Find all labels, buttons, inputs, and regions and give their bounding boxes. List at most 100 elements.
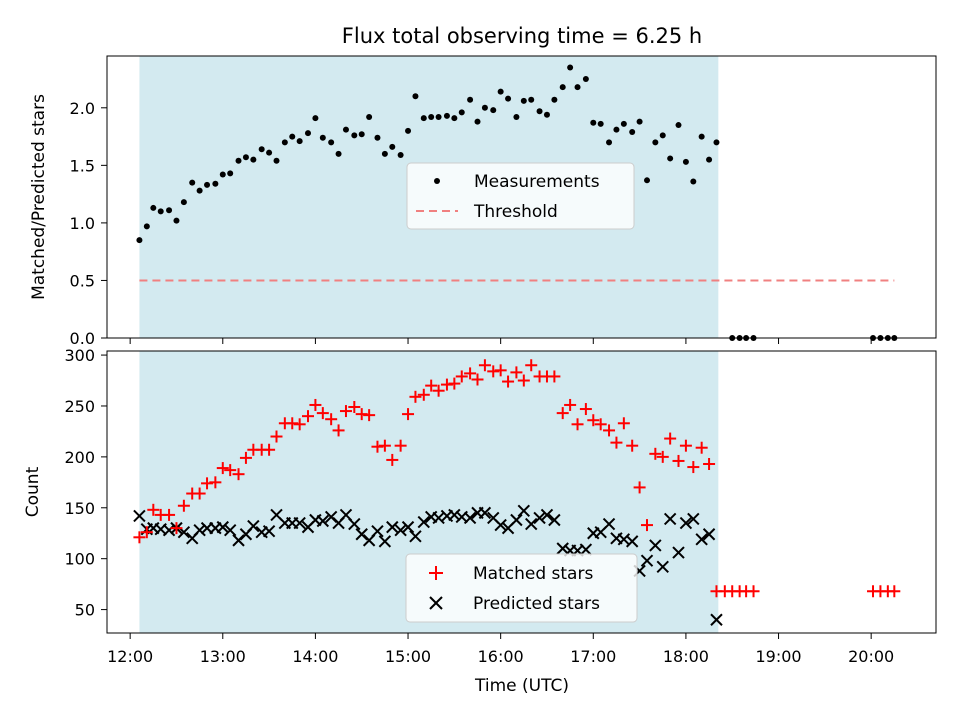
y-tick-label: 0.5 — [70, 271, 95, 290]
predicted-star-point — [247, 519, 260, 533]
measurement-point — [328, 139, 335, 146]
matched-star-point — [556, 407, 569, 420]
measurement-point — [513, 114, 520, 121]
matched-star-point — [270, 430, 283, 443]
predicted-star-point — [517, 504, 531, 518]
legend-predicted-label: Predicted stars — [473, 594, 600, 614]
matched-star-point — [232, 468, 245, 481]
measurement-point — [644, 177, 651, 184]
y-tick-label: 300 — [64, 346, 95, 365]
chart-title: Flux total observing time = 6.25 h — [342, 24, 702, 48]
matched-star-point — [672, 454, 685, 467]
measurement-point — [682, 158, 689, 165]
x-tick-label: 13:00 — [200, 647, 246, 666]
predicted-star-point — [386, 520, 399, 534]
matched-star-point — [571, 418, 584, 431]
matched-star-point — [286, 417, 299, 430]
measurement-point — [227, 170, 234, 177]
measurement-point — [435, 114, 442, 121]
matched-star-point — [325, 413, 338, 426]
predicted-star-point — [262, 524, 276, 538]
measurement-point — [180, 199, 187, 206]
measurement-point — [574, 84, 581, 91]
top-x-ticks — [129, 338, 872, 344]
measurement-point — [706, 156, 713, 163]
measurement-point — [497, 88, 504, 95]
matched-star-point — [679, 439, 692, 452]
predicted-star-point — [672, 546, 685, 559]
measurement-point — [675, 122, 682, 129]
matched-star-point — [425, 379, 438, 392]
predicted-star-point — [640, 554, 654, 567]
measurement-point — [652, 139, 659, 146]
measurement-point — [235, 157, 242, 164]
matched-star-point — [471, 373, 484, 386]
matched-star-point — [610, 436, 623, 449]
bottom-legend: Matched stars Predicted stars — [405, 553, 638, 623]
measurement-point — [150, 204, 157, 211]
matched-star-point — [409, 390, 422, 403]
measurement-point — [690, 178, 697, 185]
measurement-point — [281, 139, 288, 146]
measurement-point — [335, 150, 342, 157]
measurement-point — [505, 95, 512, 102]
measurement-point — [582, 76, 589, 83]
matched-star-point — [201, 477, 214, 490]
measurement-point — [713, 139, 720, 146]
matched-star-point — [517, 374, 530, 387]
measurement-point — [559, 84, 566, 91]
matched-star-point — [594, 418, 607, 431]
top-axes-frame — [106, 55, 937, 339]
y-tick-label: 200 — [64, 448, 95, 467]
measurement-point — [342, 126, 349, 133]
matched-star-point — [163, 508, 176, 521]
measurement-point — [266, 149, 273, 156]
measurement-point — [358, 131, 365, 138]
measurement-point — [613, 126, 620, 133]
y-tick-label: 1.5 — [70, 156, 95, 175]
predicted-star-point — [649, 539, 662, 552]
measurement-point — [606, 139, 613, 146]
measurement-point — [374, 134, 381, 141]
measurement-point — [667, 155, 674, 162]
predicted-star-point — [478, 506, 492, 520]
measurement-point — [389, 143, 396, 150]
measurement-point — [173, 217, 180, 224]
matched-star-point — [316, 407, 329, 420]
predicted-star-point — [348, 517, 361, 531]
measurement-point — [212, 180, 219, 187]
measurement-point — [659, 132, 666, 139]
y-tick-label: 100 — [64, 550, 95, 569]
legend-matched-label: Matched stars — [473, 564, 593, 584]
predicted-star-point — [216, 520, 229, 534]
x-tick-label: 17:00 — [570, 647, 616, 666]
predicted-star-point — [394, 523, 407, 537]
matched-star-point — [494, 364, 507, 377]
top-legend-box — [406, 162, 635, 230]
matched-star-point — [888, 585, 901, 598]
predicted-star-point — [409, 530, 422, 543]
measurement-point — [351, 132, 358, 139]
legend-matched-marker — [429, 566, 443, 580]
measurement-point — [474, 118, 481, 125]
measurement-point — [312, 115, 319, 122]
measurement-point — [136, 237, 143, 244]
matched-star-point — [455, 370, 468, 383]
measurement-point — [620, 120, 627, 127]
top-y-ticks: 0.0 0.5 1.0 1.5 2.0 — [70, 99, 107, 348]
matched-star-point — [239, 451, 252, 464]
x-axis-label: Time (UTC) — [474, 676, 569, 696]
y-tick-label: 150 — [64, 499, 95, 518]
matched-star-point — [525, 359, 538, 372]
matched-star-point — [448, 377, 461, 390]
measurement-point — [420, 115, 427, 122]
matched-star-point — [564, 398, 577, 411]
measurement-point — [520, 97, 527, 104]
predicted-star-point — [663, 512, 677, 526]
measurement-point — [366, 114, 373, 121]
legend-measurements-marker — [434, 178, 440, 184]
matched-star-point — [464, 367, 477, 380]
measurement-point — [528, 96, 535, 103]
predicted-star-point — [695, 533, 708, 546]
